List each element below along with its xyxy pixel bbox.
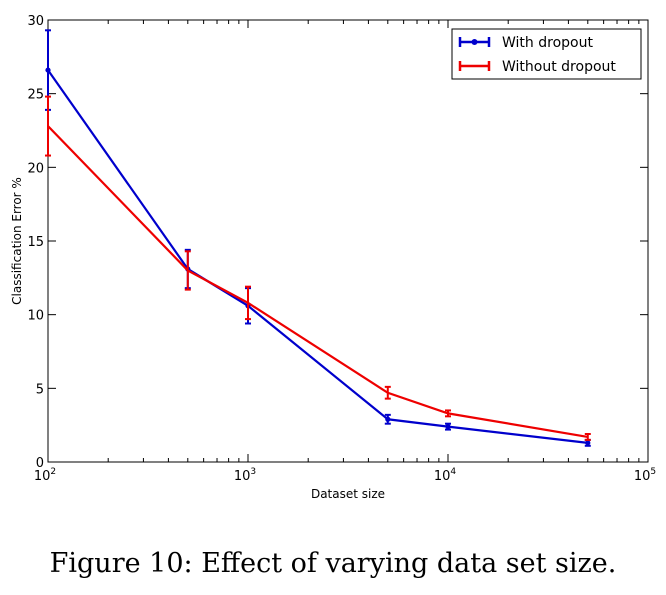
y-tick-label: 30 [27,14,44,29]
data-point [445,424,451,430]
x-tick-label: 102 [34,467,56,484]
y-tick-label: 0 [36,456,44,471]
data-point [585,440,591,446]
y-axis-label: Classification Error % [10,177,24,305]
y-tick-label: 25 [27,88,44,103]
legend-swatch-marker [471,39,478,45]
x-axis-label: Dataset size [311,487,385,501]
y-tick-label: 15 [27,235,44,250]
y-tick-label: 5 [36,382,44,397]
data-point [385,416,391,422]
data-point [45,67,51,73]
series-line-0 [47,69,588,444]
y-tick-label: 10 [27,309,44,324]
legend-label: Without dropout [502,59,616,75]
y-tick-label: 20 [27,161,44,176]
legend-label: With dropout [502,35,593,51]
x-tick-label: 104 [434,467,457,484]
legend-box [451,28,642,80]
plot-frame [47,19,649,463]
series-line-1 [47,125,588,439]
x-tick-label: 105 [634,467,656,484]
plot-area: 102 103 104 105 0 5 10 15 20 25 30 With dropout With… [27,14,656,484]
x-tick-label: 103 [234,467,256,484]
chart: 102 103 104 105 0 5 10 15 20 25 30 With dropout With… [10,14,656,501]
figure-caption: Figure 10: Effect of varying data set si… [49,548,617,579]
